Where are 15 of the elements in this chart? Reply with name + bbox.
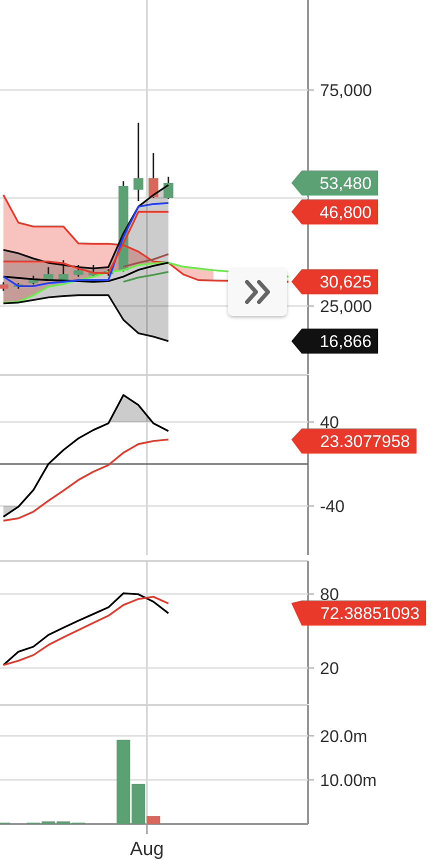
y-tick-label: 20 [320, 659, 339, 678]
y-tick-label: 20.0m [320, 726, 368, 746]
text: 53,480 [320, 174, 372, 193]
text: 16,866 [320, 332, 372, 352]
y-tick-label: -40 [320, 496, 345, 516]
y-tick-label: 80 [320, 585, 339, 604]
text: 72.38851093 [320, 604, 420, 624]
text: Aug [130, 839, 164, 860]
y-tick-label: 40 [320, 413, 339, 432]
data-label: 30,625 [320, 272, 372, 292]
y-tick-label: 10.00m [320, 770, 377, 790]
text: 23.3077958 [320, 432, 410, 452]
y-tick-label: 75,000 [320, 80, 372, 100]
text: 46,800 [320, 202, 372, 222]
y-tick-label: 25,000 [320, 297, 372, 316]
